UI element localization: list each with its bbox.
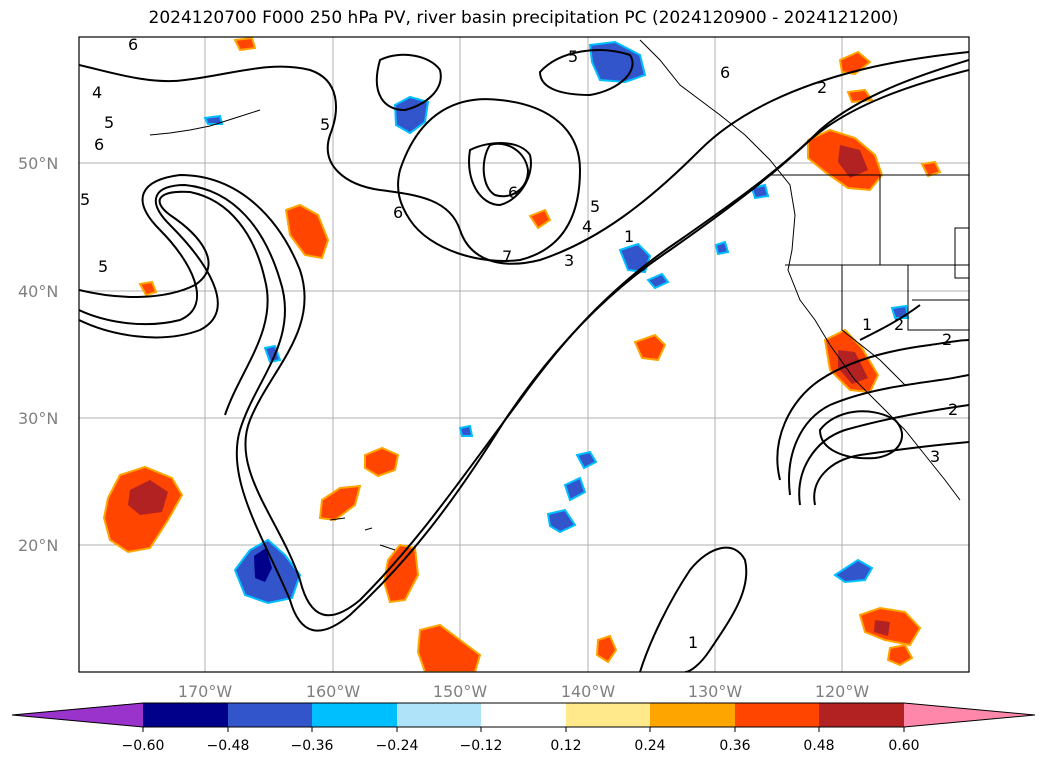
colorbar-bin bbox=[397, 703, 481, 727]
colorbar-bin bbox=[566, 703, 650, 727]
colorbar-tick-label: 0.48 bbox=[803, 738, 834, 754]
colorbar-bin bbox=[481, 703, 566, 727]
contour-label: 5 bbox=[104, 113, 114, 132]
contour-label: 6 bbox=[128, 35, 138, 54]
contour-label: 1 bbox=[688, 633, 698, 652]
colorbar-bin bbox=[228, 703, 312, 727]
contour-label: 1 bbox=[624, 227, 634, 246]
latitude-labels: 50°N 40°N 30°N 20°N bbox=[18, 154, 58, 555]
contour-label: 5 bbox=[590, 197, 600, 216]
contour-label: 5 bbox=[80, 190, 90, 209]
colorbar-tick-label: −0.60 bbox=[122, 738, 165, 754]
colorbar-tick-label: 0.36 bbox=[719, 738, 750, 754]
contour-label: 2 bbox=[942, 330, 952, 349]
contour-label: 5 bbox=[568, 47, 578, 66]
contour-label: 6 bbox=[720, 63, 730, 82]
colorbar-bin bbox=[143, 703, 228, 727]
contour-label: 2 bbox=[894, 315, 904, 334]
contour-label: 7 bbox=[502, 247, 512, 266]
contour-label: 6 bbox=[393, 203, 403, 222]
contour-labels: 6 5 5 6 2 4 5 6 5 6 6 7 5 4 3 1 5 1 2 2 … bbox=[80, 35, 958, 652]
precip-negative-areas bbox=[203, 40, 910, 605]
lat-label: 20°N bbox=[18, 536, 58, 555]
colorbar-tick-label: 0.24 bbox=[634, 738, 665, 754]
contour-label: 3 bbox=[564, 251, 574, 270]
colorbar: −0.60 −0.48 −0.36 −0.24 −0.12 0.12 0.24 … bbox=[11, 702, 1036, 754]
contour-label: 3 bbox=[930, 447, 940, 466]
colorbar-tick-label: −0.36 bbox=[291, 738, 334, 754]
colorbar-bin bbox=[735, 703, 819, 727]
lat-label: 40°N bbox=[18, 282, 58, 301]
contour-label: 4 bbox=[92, 83, 102, 102]
colorbar-extend-low bbox=[12, 703, 143, 727]
contour-label: 5 bbox=[98, 257, 108, 276]
lon-label: 130°W bbox=[688, 682, 743, 701]
contour-label: 1 bbox=[862, 315, 872, 334]
lon-label: 170°W bbox=[178, 682, 233, 701]
colorbar-tick-label: −0.48 bbox=[207, 738, 250, 754]
coastlines bbox=[149, 39, 969, 551]
colorbar-tick-label: −0.24 bbox=[376, 738, 419, 754]
colorbar-bin bbox=[819, 703, 904, 727]
contour-label: 6 bbox=[508, 183, 518, 202]
lon-label: 140°W bbox=[561, 682, 616, 701]
colorbar-bin bbox=[650, 703, 735, 727]
contour-label: 2 bbox=[817, 78, 827, 97]
contour-label: 6 bbox=[94, 135, 104, 154]
plot-frame bbox=[78, 36, 970, 673]
colorbar-tick-label: 0.60 bbox=[888, 738, 919, 754]
contour-label: 4 bbox=[582, 217, 592, 236]
colorbar-tick-label: −0.12 bbox=[460, 738, 503, 754]
contour-label: 5 bbox=[320, 115, 330, 134]
lat-label: 30°N bbox=[18, 409, 58, 428]
colorbar-ticks bbox=[142, 727, 905, 732]
map-title: 2024120700 F000 250 hPa PV, river basin … bbox=[148, 8, 899, 28]
pv-contours bbox=[79, 49, 969, 672]
colorbar-tick-label: 0.12 bbox=[550, 738, 581, 754]
lon-label: 160°W bbox=[306, 682, 361, 701]
contour-label: 2 bbox=[948, 400, 958, 419]
lat-label: 50°N bbox=[18, 154, 58, 173]
colorbar-extend-high bbox=[904, 703, 1035, 727]
lon-label: 150°W bbox=[433, 682, 488, 701]
colorbar-bin bbox=[312, 703, 397, 727]
longitude-labels: 170°W 160°W 150°W 140°W 130°W 120°W bbox=[178, 682, 870, 701]
lon-label: 120°W bbox=[815, 682, 870, 701]
